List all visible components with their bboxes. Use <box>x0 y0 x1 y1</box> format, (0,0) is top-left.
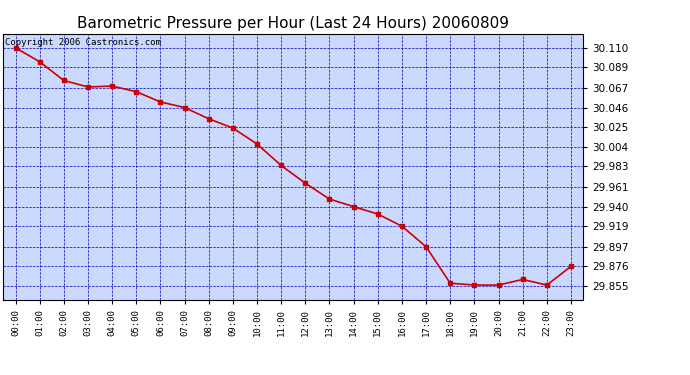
Text: Copyright 2006 Castronics.com: Copyright 2006 Castronics.com <box>5 38 161 47</box>
Title: Barometric Pressure per Hour (Last 24 Hours) 20060809: Barometric Pressure per Hour (Last 24 Ho… <box>77 16 509 31</box>
